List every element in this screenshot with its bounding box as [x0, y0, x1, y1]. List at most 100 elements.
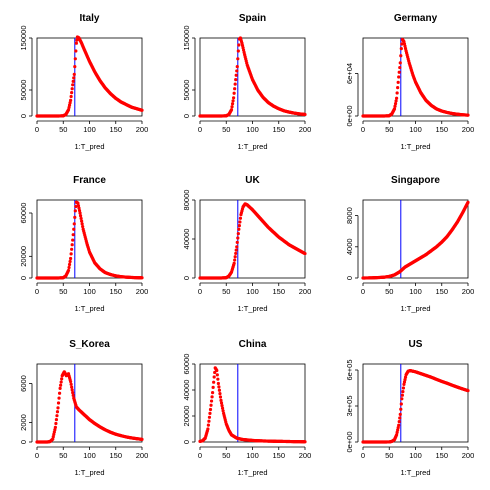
y-tick-label: 40000	[182, 229, 191, 250]
series-points	[361, 369, 470, 444]
series-points	[361, 37, 470, 118]
y-tick-label: 4000	[345, 238, 354, 255]
data-point	[72, 72, 76, 76]
panel-singapore: Singapore 0 50 100 150 200 1:T_pred 0 4000 8000	[345, 175, 474, 313]
data-point	[76, 201, 80, 205]
y-tick-label: 0	[182, 440, 191, 444]
data-point	[56, 406, 60, 410]
y-tick-label: 6e+04	[345, 63, 354, 84]
panel-title: Spain	[239, 13, 266, 24]
data-point	[70, 91, 74, 95]
data-point	[399, 47, 403, 51]
x-tick-label: 150	[109, 287, 122, 296]
data-point	[74, 41, 78, 45]
data-point	[57, 391, 62, 395]
y-tick-label: 0	[19, 114, 28, 118]
x-axis-label: 1:T_pred	[400, 304, 430, 313]
series-points	[198, 366, 307, 444]
data-point	[397, 70, 401, 74]
y-tick-label: 50000	[182, 80, 191, 101]
y-tick-label: 0	[182, 114, 191, 118]
data-point	[209, 403, 213, 407]
y-tick-label: 150000	[182, 25, 191, 50]
x-tick-label: 200	[462, 451, 475, 460]
x-tick-label: 200	[136, 125, 149, 134]
data-point	[237, 43, 241, 47]
x-tick-label: 150	[435, 451, 448, 460]
data-point	[71, 238, 75, 242]
y-tick-label: 0	[19, 276, 28, 280]
x-tick-label: 100	[246, 125, 259, 134]
data-point	[230, 105, 234, 109]
plot-frame	[362, 37, 469, 117]
data-point	[73, 209, 77, 213]
data-point	[212, 380, 216, 384]
data-point	[217, 388, 222, 392]
x-axis-label: 1:T_pred	[237, 304, 267, 313]
data-point	[395, 96, 399, 100]
data-point	[466, 113, 470, 117]
x-tick-label: 200	[462, 287, 475, 296]
data-point	[395, 91, 399, 95]
data-point	[212, 375, 216, 379]
data-point	[232, 96, 236, 100]
data-point	[213, 370, 217, 375]
data-point	[57, 396, 61, 400]
data-point	[400, 397, 404, 401]
y-tick-label: 3e+05	[345, 395, 354, 416]
data-point	[402, 382, 406, 386]
data-point	[399, 54, 403, 58]
series-points	[198, 202, 307, 280]
data-point	[466, 389, 470, 393]
x-tick-label: 150	[109, 451, 122, 460]
panel-title: France	[73, 175, 106, 186]
y-tick-label: 20000	[182, 406, 191, 427]
data-point	[303, 252, 307, 256]
x-tick-label: 0	[361, 125, 365, 134]
data-point	[59, 383, 63, 387]
data-point	[216, 377, 220, 381]
data-point	[69, 256, 73, 261]
data-point	[238, 216, 243, 220]
y-tick-label: 2000	[19, 414, 28, 431]
x-tick-label: 50	[385, 287, 393, 296]
data-point	[73, 65, 77, 69]
data-point	[230, 102, 235, 106]
x-tick-label: 100	[409, 125, 422, 134]
x-tick-label: 150	[272, 451, 285, 460]
data-point	[140, 437, 144, 441]
y-tick-label: 60000	[19, 203, 28, 224]
y-tick-label: 8000	[345, 207, 354, 224]
y-tick-label: 150000	[19, 25, 28, 50]
data-point	[397, 423, 401, 427]
data-point	[220, 406, 225, 410]
plot-frame	[36, 199, 143, 279]
x-tick-label: 50	[222, 451, 230, 460]
data-point	[401, 390, 405, 394]
data-point	[70, 87, 74, 91]
x-tick-label: 100	[83, 287, 96, 296]
data-point	[215, 368, 219, 373]
data-point	[207, 419, 211, 423]
x-tick-label: 150	[435, 125, 448, 134]
panel-title: China	[239, 339, 267, 350]
data-point	[234, 78, 238, 82]
data-point	[69, 379, 73, 384]
plot-frame	[362, 363, 469, 443]
plot-frame	[362, 199, 469, 279]
data-point	[80, 222, 84, 226]
x-tick-label: 50	[59, 125, 67, 134]
data-point	[77, 208, 82, 213]
data-point	[398, 416, 402, 420]
panel-title: Singapore	[391, 175, 440, 186]
data-point	[71, 393, 75, 397]
data-point	[70, 243, 74, 247]
data-point	[140, 108, 144, 112]
data-point	[218, 395, 223, 399]
series-points	[35, 200, 144, 280]
data-point	[73, 57, 77, 61]
panel-title: UK	[245, 175, 260, 186]
panel-germany: Germany 0 50 100 150 200 1:T_pred 0e+00 6e+04	[345, 13, 474, 151]
data-point	[234, 73, 238, 77]
series-points	[35, 35, 144, 118]
